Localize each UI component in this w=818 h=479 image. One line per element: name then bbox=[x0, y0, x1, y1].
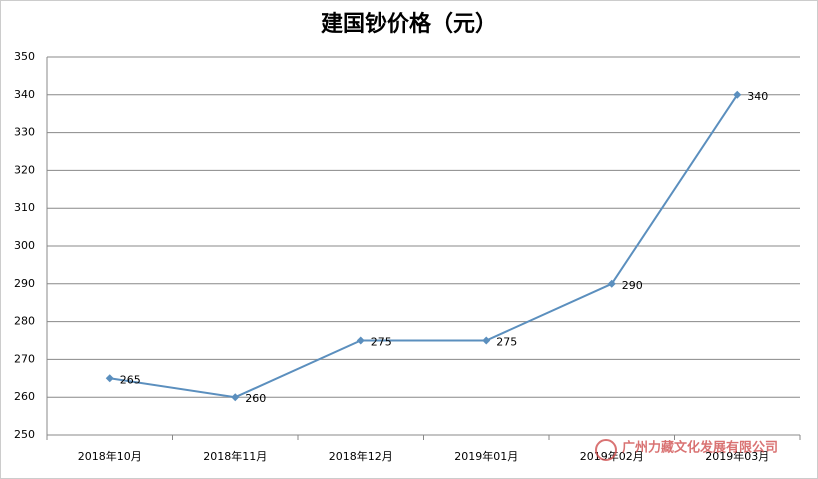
point bbox=[231, 393, 240, 402]
point bbox=[607, 279, 616, 288]
y-tick-label: 320 bbox=[14, 163, 35, 176]
x-tick-label: 2019年03月 bbox=[705, 449, 769, 463]
x-tick-label: 2018年10月 bbox=[78, 449, 142, 463]
watermark: 广州力藏文化发展有限公司 bbox=[622, 440, 778, 456]
watermark-logo bbox=[595, 439, 617, 461]
x-tick-label: 2018年12月 bbox=[329, 449, 393, 463]
data-label: 275 bbox=[496, 336, 517, 349]
point bbox=[482, 336, 491, 345]
y-tick-label: 260 bbox=[14, 390, 35, 403]
data-label: 260 bbox=[245, 392, 266, 405]
data-label: 290 bbox=[622, 279, 643, 292]
y-tick-label: 250 bbox=[14, 428, 35, 441]
data-label: 340 bbox=[747, 90, 768, 103]
y-tick-label: 350 bbox=[14, 50, 35, 63]
point bbox=[105, 374, 114, 383]
point bbox=[356, 336, 365, 345]
y-tick-label: 280 bbox=[14, 315, 35, 328]
x-tick-label: 2018年11月 bbox=[203, 449, 267, 463]
data-label: 265 bbox=[120, 373, 141, 386]
y-tick-label: 270 bbox=[14, 352, 35, 365]
y-tick-label: 340 bbox=[14, 88, 35, 101]
y-tick-label: 290 bbox=[14, 277, 35, 290]
line bbox=[109, 94, 739, 399]
data-label: 275 bbox=[371, 336, 392, 349]
x-tick-label: 2019年01月 bbox=[454, 449, 518, 463]
chart-title: 建国钞价格（元） bbox=[321, 11, 497, 37]
y-tick-label: 300 bbox=[14, 239, 35, 252]
y-tick-label: 330 bbox=[14, 126, 35, 139]
y-tick-label: 310 bbox=[14, 201, 35, 214]
point bbox=[733, 90, 742, 99]
